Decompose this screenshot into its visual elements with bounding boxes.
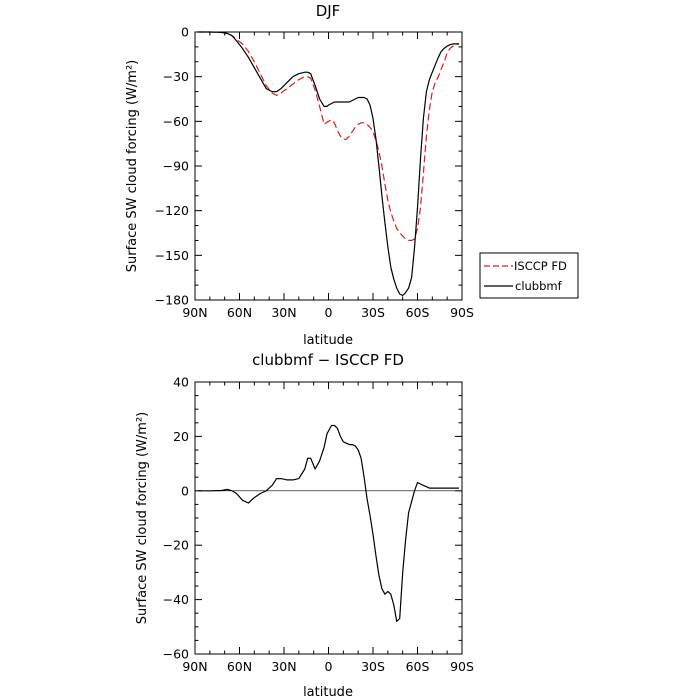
x-tick-label: 90N <box>182 305 207 320</box>
x-tick-label: 0 <box>325 305 333 320</box>
x-tick-label: 0 <box>325 659 333 674</box>
x-tick-label: 30N <box>271 659 296 674</box>
x-tick-label: 60S <box>406 659 430 674</box>
series-group <box>198 424 459 622</box>
legend-box <box>479 252 579 299</box>
chart-title: clubbmf − ISCCP FD <box>252 351 404 369</box>
y-tick-label: 40 <box>173 375 189 390</box>
x-axis-label: latitude <box>303 685 353 700</box>
x-tick-label: 60N <box>227 305 252 320</box>
series-line-clubbmf <box>198 31 459 297</box>
x-tick-label: 30S <box>361 305 385 320</box>
x-tick-label: 60N <box>227 659 252 674</box>
y-tick-label: 0 <box>181 25 189 40</box>
legend: ISCCP FD clubbmf <box>479 252 579 299</box>
chart-difference: clubbmf − ISCCP FD 90N 60N 30N 0 30S 60S 90S 40… <box>135 351 474 700</box>
y-tick-label: −120 <box>155 203 189 218</box>
chart-djf: DJF 90N 60N 30N 0 30S 60S 90S 0 −30 −60 −90 −120 −15… <box>125 2 579 348</box>
legend-label-clubbmf: clubbmf <box>515 279 563 293</box>
y-tick-label: 0 <box>181 483 189 498</box>
x-tick-label: 60S <box>406 305 430 320</box>
plot-frame <box>194 31 463 301</box>
axis-ticks: 90N 60N 30N 0 30S 60S 90S 0 −30 −60 −90 −120 −150 −18… <box>155 25 474 321</box>
y-tick-label: −60 <box>163 647 189 662</box>
x-tick-label: 90S <box>450 305 474 320</box>
chart-title: DJF <box>316 2 341 20</box>
y-axis-label: Surface SW cloud forcing (W/m²) <box>125 60 140 272</box>
x-tick-label: 90N <box>182 659 207 674</box>
series-line-isccp-fd <box>198 31 460 241</box>
y-tick-label: −60 <box>163 114 189 129</box>
series-group <box>198 31 460 297</box>
x-tick-label: 30N <box>271 305 296 320</box>
y-tick-label: −180 <box>155 293 189 308</box>
y-tick-label: −20 <box>163 538 189 553</box>
x-tick-label: 30S <box>361 659 385 674</box>
y-axis-label: Surface SW cloud forcing (W/m²) <box>135 412 150 624</box>
legend-label-isccp-fd: ISCCP FD <box>514 259 567 273</box>
x-tick-label: 90S <box>450 659 474 674</box>
y-tick-label: −40 <box>163 592 189 607</box>
y-tick-label: −90 <box>163 159 189 174</box>
y-tick-label: −150 <box>155 248 189 263</box>
y-tick-label: 20 <box>173 429 189 444</box>
plot-frame <box>194 381 463 655</box>
series-line-difference <box>198 424 459 622</box>
y-tick-label: −30 <box>163 69 189 84</box>
x-axis-label: latitude <box>303 333 353 348</box>
axis-ticks: 90N 60N 30N 0 30S 60S 90S 40 20 0 −20 −40 −60 <box>163 375 474 675</box>
